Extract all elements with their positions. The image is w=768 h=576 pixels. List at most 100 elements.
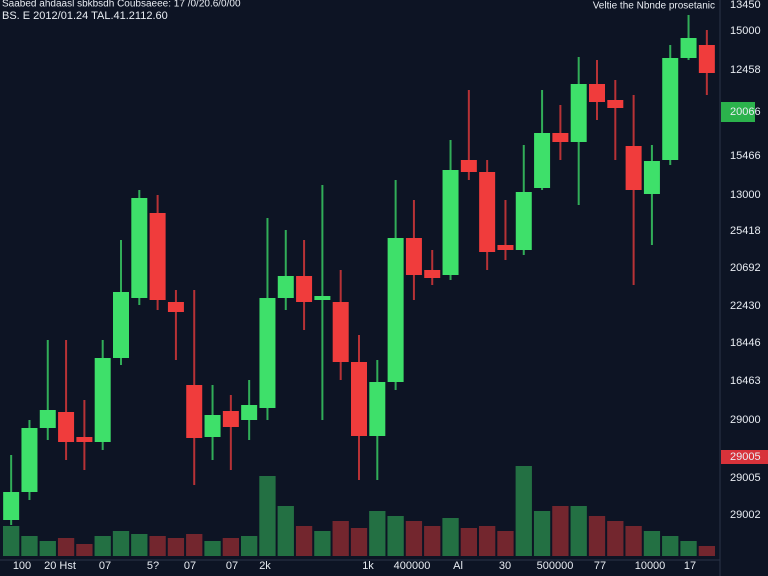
volume-bar bbox=[369, 511, 386, 556]
volume-bar bbox=[533, 511, 551, 556]
volume-bar bbox=[460, 528, 477, 556]
volume-bar bbox=[662, 536, 679, 556]
candle-body bbox=[497, 245, 514, 250]
volume-bar bbox=[515, 466, 532, 556]
price-label: 18446 bbox=[730, 337, 761, 349]
volume-bar bbox=[698, 546, 715, 556]
candle-body bbox=[479, 172, 496, 252]
candle-body bbox=[442, 170, 459, 275]
price-label: 29005 bbox=[730, 451, 761, 463]
time-label: Al bbox=[453, 560, 463, 572]
time-label: 10000 bbox=[635, 560, 666, 572]
volume-bar bbox=[259, 476, 276, 556]
candle-body bbox=[405, 238, 422, 275]
volume-bar bbox=[57, 538, 75, 556]
candle-body bbox=[204, 415, 221, 437]
candle-body bbox=[113, 292, 129, 358]
candle-body bbox=[277, 276, 294, 298]
candle-body bbox=[589, 84, 605, 102]
volume-bar bbox=[442, 518, 459, 556]
header-line: Saabed ahdaasl sbkbsdh Coubsaeee: 17 /0/… bbox=[2, 0, 241, 10]
volume-bar bbox=[643, 531, 661, 556]
volume-bar bbox=[149, 536, 166, 556]
candle-body bbox=[259, 298, 276, 408]
time-label: 1k bbox=[362, 560, 374, 572]
volume-bar bbox=[277, 506, 294, 556]
volume-bar bbox=[94, 536, 111, 556]
time-label: 17 bbox=[684, 560, 696, 572]
time-label: 100 bbox=[13, 560, 31, 572]
price-label: 13000 bbox=[730, 189, 761, 201]
candle-body bbox=[332, 302, 349, 362]
time-label: 5? bbox=[147, 560, 159, 572]
volume-bar bbox=[570, 506, 587, 556]
volume-bar bbox=[204, 541, 221, 556]
volume-bar bbox=[607, 521, 624, 556]
time-label: 20 Hst bbox=[44, 560, 76, 572]
volume-bar bbox=[21, 536, 38, 556]
volume-bar bbox=[295, 526, 313, 556]
candle-body bbox=[570, 84, 587, 142]
candle-body bbox=[662, 58, 679, 160]
candle-body bbox=[131, 198, 148, 298]
candle-body bbox=[698, 45, 715, 73]
price-label: 29005 bbox=[730, 472, 761, 484]
candle-body bbox=[515, 192, 532, 250]
candle-body bbox=[387, 238, 404, 382]
volume-bar bbox=[131, 534, 148, 556]
candle-body bbox=[369, 382, 386, 436]
candle-body bbox=[314, 296, 331, 300]
time-label: 07 bbox=[184, 560, 196, 572]
time-label: 30 bbox=[499, 560, 511, 572]
candle-body bbox=[643, 161, 660, 194]
price-label: 13450 bbox=[730, 0, 761, 11]
price-label: 20692 bbox=[730, 262, 761, 274]
time-label: 07 bbox=[99, 560, 111, 572]
candle-body bbox=[149, 213, 166, 300]
candle-body bbox=[222, 411, 239, 427]
volume-bar bbox=[588, 516, 606, 556]
candle-body bbox=[460, 160, 477, 172]
volume-bar bbox=[625, 526, 642, 556]
candle-body bbox=[680, 38, 697, 58]
candle-body bbox=[21, 428, 38, 492]
volume-bar bbox=[552, 506, 569, 556]
candle-body bbox=[58, 412, 75, 442]
price-label: 29000 bbox=[730, 414, 761, 426]
volume-bar bbox=[241, 536, 258, 556]
price-label: 25418 bbox=[730, 225, 761, 237]
header-line: BS. E 2012/01.24 TAL.41.2112.60 bbox=[2, 10, 168, 22]
price-badge bbox=[721, 450, 768, 464]
time-label: 07 bbox=[226, 560, 238, 572]
price-label: 15000 bbox=[730, 25, 761, 37]
candle-body bbox=[424, 270, 441, 278]
volume-bar bbox=[405, 521, 423, 556]
price-label: 12458 bbox=[730, 64, 761, 76]
time-label: 500000 bbox=[537, 560, 574, 572]
price-label: 22430 bbox=[730, 300, 761, 312]
price-badge bbox=[721, 102, 755, 122]
candle-body bbox=[296, 276, 313, 302]
candle-body bbox=[552, 133, 569, 142]
volume-bar bbox=[680, 541, 697, 556]
candle-body bbox=[186, 385, 203, 438]
volume-bar bbox=[222, 538, 239, 556]
volume-bar bbox=[479, 526, 496, 556]
volume-bar bbox=[350, 528, 368, 556]
candle-body bbox=[351, 362, 367, 436]
candle-body bbox=[76, 437, 93, 442]
volume-bar bbox=[39, 541, 56, 556]
candle-body bbox=[3, 492, 20, 520]
subtitle: Veltie the Nbnde prosetanic bbox=[593, 1, 715, 12]
volume-bar bbox=[3, 526, 20, 556]
time-label: 400000 bbox=[394, 560, 431, 572]
volume-bar bbox=[424, 526, 441, 556]
price-label: 29002 bbox=[730, 509, 761, 521]
volume-bar bbox=[112, 531, 130, 556]
candle-body bbox=[39, 410, 56, 428]
volume-bar bbox=[332, 521, 349, 556]
volume-bar bbox=[387, 516, 404, 556]
volume-bar bbox=[497, 531, 514, 556]
